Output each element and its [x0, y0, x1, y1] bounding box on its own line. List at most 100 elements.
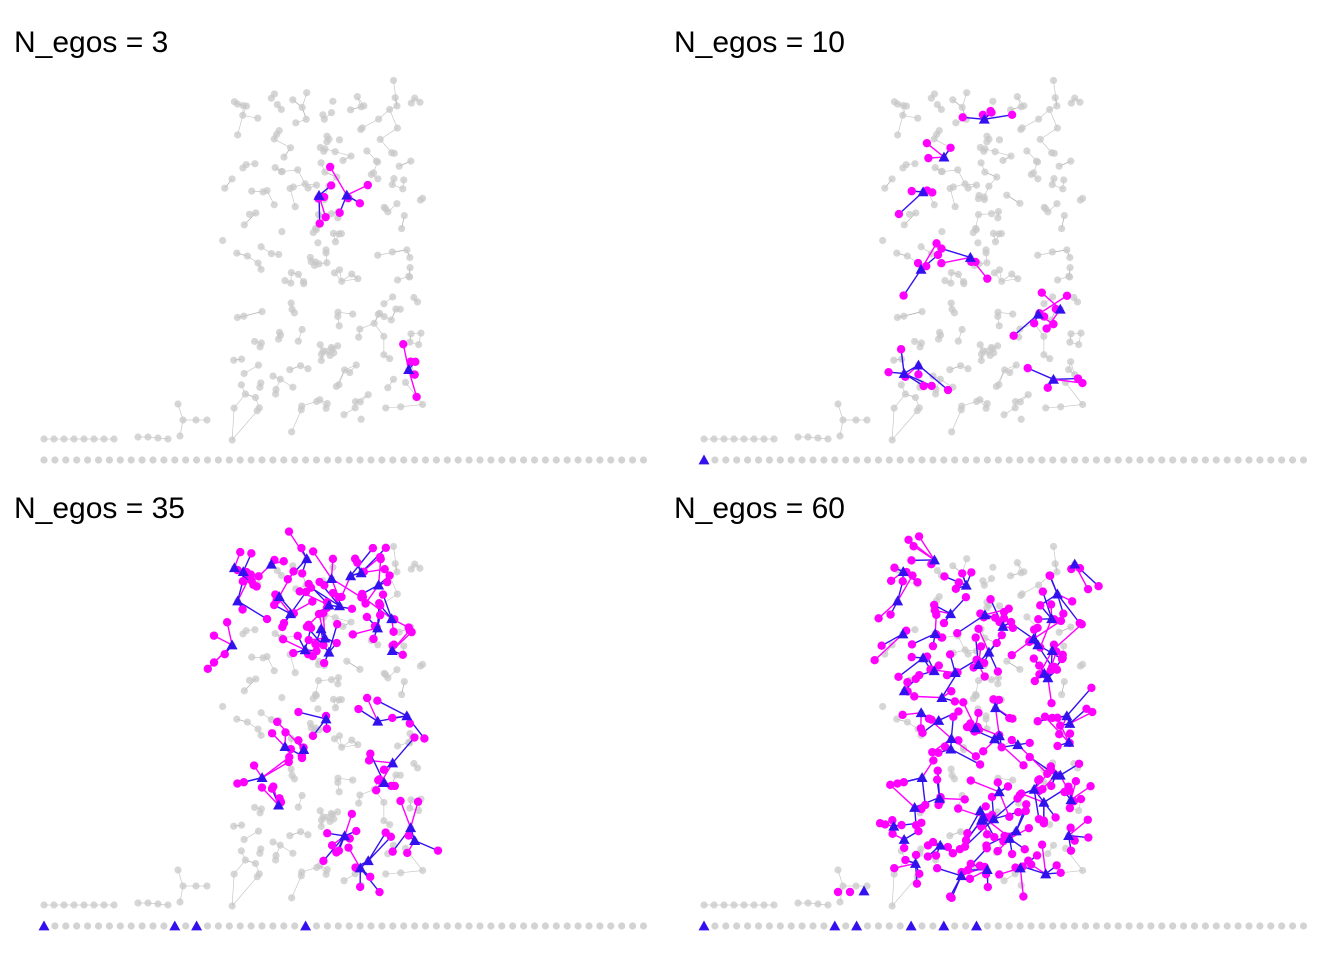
ego-edge: [941, 247, 971, 259]
network-node: [251, 160, 259, 168]
ego-edge: [367, 836, 392, 862]
network-node: [347, 106, 355, 114]
network-node: [989, 229, 998, 237]
alter-node: [933, 250, 943, 260]
isolate-node: [962, 456, 970, 464]
network-node: [203, 416, 211, 424]
ego-edge: [350, 547, 374, 577]
network-node: [289, 849, 297, 857]
isolate-node: [596, 922, 604, 930]
network-node: [298, 325, 306, 334]
network-node: [770, 901, 778, 909]
isolate-node: [1081, 456, 1090, 464]
isolate-node: [863, 456, 872, 464]
alter-node: [974, 708, 983, 718]
alter-node: [928, 641, 938, 651]
isolate-node: [138, 922, 146, 930]
network-node: [1066, 264, 1074, 272]
network-node: [256, 383, 264, 391]
ego-node: [1012, 739, 1024, 750]
alter-node: [285, 752, 294, 762]
alter-node: [344, 843, 353, 852]
network-node: [1013, 559, 1021, 567]
network-node: [287, 299, 295, 307]
network-node: [233, 249, 241, 257]
isolate-node: [639, 456, 648, 464]
alter-node: [949, 712, 958, 722]
isolate-node: [487, 922, 495, 930]
ego-node: [934, 792, 946, 803]
alter-node: [1007, 110, 1017, 120]
network-node: [1046, 355, 1054, 363]
alter-node: [420, 734, 429, 743]
network-node: [890, 356, 898, 364]
isolate-node: [1081, 922, 1090, 930]
alter-node: [293, 631, 302, 641]
alter-node: [958, 113, 967, 122]
network-node: [1049, 841, 1058, 849]
ego-edge: [984, 114, 1013, 120]
network-edge: [1053, 80, 1058, 106]
network-node: [174, 400, 182, 408]
alter-node: [934, 800, 943, 810]
network-node: [338, 277, 346, 285]
network-node: [890, 870, 898, 878]
alter-node: [1065, 803, 1075, 813]
network-node: [257, 805, 265, 813]
network-node: [386, 355, 394, 363]
alter-node: [289, 567, 298, 576]
network-node: [946, 366, 954, 374]
network-node: [273, 566, 281, 575]
network-node: [1003, 657, 1011, 665]
network-node: [40, 901, 48, 909]
alter-node: [354, 704, 363, 714]
ego-edge: [950, 748, 981, 766]
alter-node: [945, 650, 955, 659]
ego-edge: [994, 707, 1000, 736]
alter-node: [951, 584, 961, 594]
isolate-node: [552, 456, 560, 464]
alter-node: [1037, 840, 1047, 849]
network-node: [391, 560, 399, 568]
network-node: [1053, 568, 1061, 576]
isolate-node: [356, 922, 364, 930]
isolate-node: [541, 456, 550, 464]
alter-node: [997, 743, 1006, 752]
network-node: [253, 407, 261, 415]
isolate-node: [798, 456, 806, 464]
network-node: [258, 308, 266, 316]
ego-node: [1032, 308, 1044, 319]
network-node: [245, 676, 254, 684]
ego-node: [928, 665, 940, 676]
network-node: [375, 115, 383, 123]
ego-node: [228, 562, 240, 573]
network-node: [1067, 358, 1075, 366]
isolate-node: [1299, 456, 1308, 464]
network-node: [355, 799, 363, 807]
network-node: [1067, 330, 1075, 338]
network-node: [393, 666, 401, 674]
network-node: [237, 381, 245, 389]
ego-node: [409, 835, 421, 846]
ego-edge: [382, 594, 393, 620]
network-node: [291, 669, 299, 677]
network-node: [1053, 102, 1061, 110]
network-node: [979, 577, 987, 585]
network-node: [1027, 170, 1035, 179]
alter-node: [1042, 324, 1051, 333]
ego-node: [983, 646, 995, 657]
network-node: [297, 362, 305, 370]
network-node: [407, 565, 415, 573]
network-node: [794, 899, 802, 907]
alter-node: [1071, 776, 1081, 786]
isolate-node: [1136, 456, 1144, 464]
network-node: [905, 210, 914, 218]
isolate-node: [929, 456, 937, 464]
network-node: [1036, 135, 1044, 143]
alter-node: [375, 599, 384, 608]
alter-node: [262, 614, 272, 624]
network-node: [393, 200, 401, 208]
network-node: [981, 168, 989, 176]
isolate-node: [530, 922, 539, 930]
ego-node: [917, 652, 929, 663]
